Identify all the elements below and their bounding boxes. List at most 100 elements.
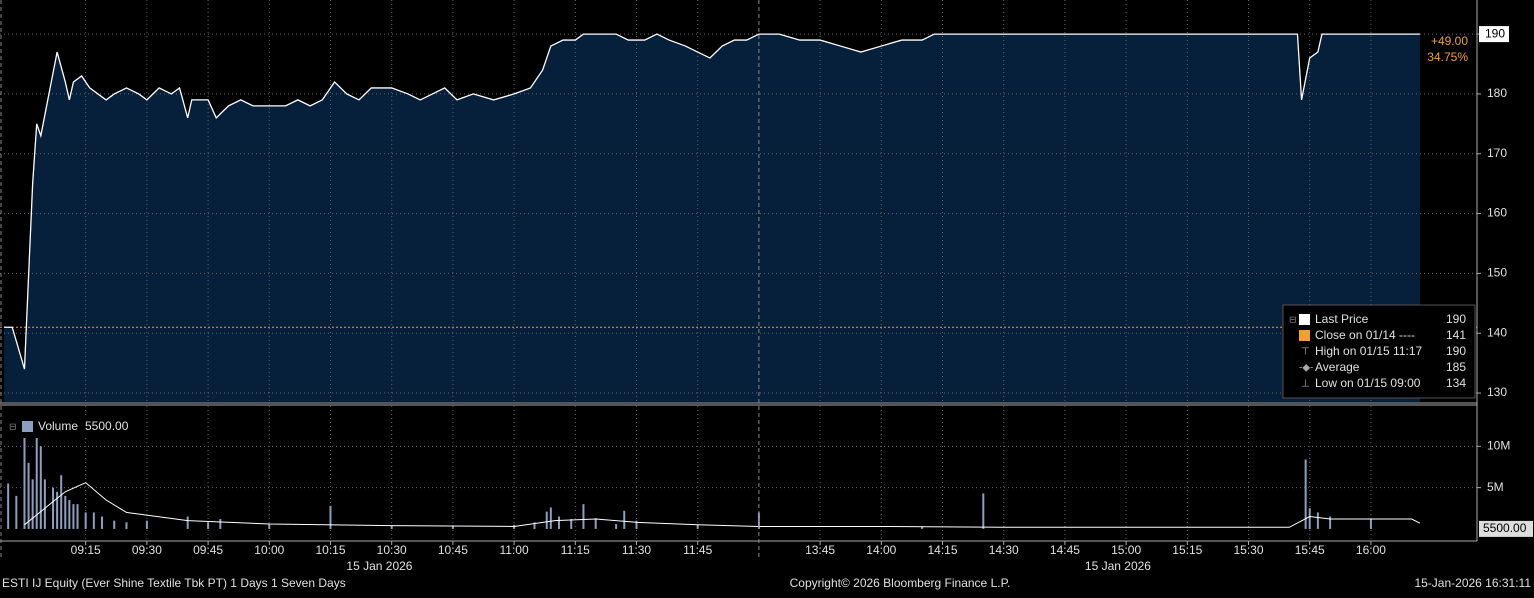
change-abs: +49.00 (1431, 34, 1468, 48)
legend-icon: ⊤ (1301, 347, 1310, 358)
volume-bar (635, 520, 638, 529)
x-tick-label: 10:15 (315, 543, 345, 557)
volume-bar (145, 520, 148, 529)
volume-bar (27, 462, 30, 529)
volume-bar (207, 522, 210, 529)
volume-bar (39, 446, 42, 529)
legend-label: Volume (38, 419, 78, 433)
volume-bar (76, 504, 79, 529)
x-tick-label: 15:45 (1295, 543, 1325, 557)
volume-bar (31, 479, 34, 529)
legend-swatch (22, 421, 33, 432)
date-label: 15 Jan 2026 (346, 559, 412, 573)
volume-bar (451, 526, 454, 529)
legend-value: 190 (1446, 312, 1466, 326)
legend-swatch (1299, 314, 1310, 325)
legend-swatch (1299, 330, 1310, 341)
x-tick-label: 14:00 (866, 543, 896, 557)
volume-bar (1369, 519, 1372, 529)
volume-bar (84, 512, 87, 529)
legend-label: Low on 01/15 09:00 (1315, 376, 1421, 390)
volume-bar (56, 491, 59, 529)
volume-bar (1304, 459, 1307, 529)
last-volume-label: 5500.00 (1483, 521, 1527, 535)
x-tick-label: 16:00 (1356, 543, 1386, 557)
price-line (4, 33, 1420, 370)
volume-bar (7, 483, 10, 529)
legend-value: 141 (1446, 328, 1466, 342)
volume-bar (615, 523, 618, 529)
last-price-box (1479, 26, 1509, 43)
volume-bar (186, 516, 189, 529)
x-tick-label: 14:15 (927, 543, 957, 557)
volume-bar (113, 520, 116, 529)
volume-bar (219, 519, 222, 529)
legend-value: 5500.00 (85, 419, 129, 433)
volume-bar (101, 516, 104, 529)
legend-label: Close on 01/14 ---- (1315, 328, 1415, 342)
y-tick-label: 150 (1487, 266, 1507, 280)
legend-toggle: ⊟ (1289, 314, 1297, 324)
y-tick-label: 5M (1487, 480, 1504, 494)
x-tick-label: 11:15 (561, 543, 590, 557)
legend-box (1282, 304, 1476, 399)
x-tick-label: 15:15 (1172, 543, 1202, 557)
x-tick-label: 15:00 (1111, 543, 1141, 557)
volume-legend: ⊟ Volume 5500.00 (6, 416, 136, 438)
volume-bar (23, 421, 26, 529)
footer-center: Copyright© 2026 Bloomberg Finance L.P. (790, 576, 1011, 590)
volume-bar (15, 495, 18, 529)
last-volume-box (1479, 520, 1533, 537)
y-tick-label: 180 (1487, 86, 1507, 100)
volume-bar (52, 487, 55, 529)
legend-value: 185 (1446, 360, 1466, 374)
volume-bar (594, 518, 597, 529)
date-label: 15 Jan 2026 (1085, 559, 1151, 573)
volume-average-line (24, 482, 1421, 528)
x-tick-label: 09:30 (132, 543, 162, 557)
volume-bar (582, 504, 585, 529)
volume-bar (60, 475, 63, 529)
volume-bar (549, 507, 552, 529)
volume-bar (72, 504, 75, 529)
volume-bar (623, 510, 626, 529)
x-tick-label: 11:45 (683, 543, 712, 557)
y-tick-label: 10M (1487, 438, 1510, 452)
volume-bar (557, 516, 560, 529)
y-tick-label: 160 (1487, 206, 1507, 220)
volume-bar (43, 479, 46, 529)
legend-value: 190 (1446, 344, 1466, 358)
volume-bar (268, 523, 271, 529)
price-legend: ⊟ ⊤ -◆- ⊥ Last Price 190 Close on 01/14 … (1282, 304, 1476, 399)
last-price-label: 190 (1485, 26, 1505, 40)
volume-bar (390, 525, 393, 529)
volume-bar (533, 522, 536, 529)
volume-bar (921, 526, 924, 529)
footer-right: 15-Jan-2026 16:31:11 (1414, 576, 1531, 590)
volume-bar (329, 505, 332, 529)
x-tick-label: 13:45 (805, 543, 835, 557)
volume-bar (64, 495, 67, 529)
volume-bar (545, 511, 548, 529)
volume-bar (982, 493, 985, 529)
volume-bar (1316, 512, 1319, 529)
plot (0, 0, 1477, 541)
x-tick-label: 15:30 (1233, 543, 1263, 557)
legend-icon: -◆- (1299, 363, 1313, 374)
x-tick-label: 10:30 (377, 543, 407, 557)
legend-value: 134 (1446, 376, 1466, 390)
legend-box (6, 416, 136, 438)
x-tick-label: 14:45 (1050, 543, 1080, 557)
y-tick-label: 130 (1487, 385, 1507, 399)
x-tick-label: 10:00 (254, 543, 284, 557)
volume-bar (68, 500, 71, 529)
legend-label: High on 01/15 11:17 (1315, 344, 1423, 358)
panel-divider (0, 402, 1477, 406)
legend-icon: ⊥ (1301, 379, 1310, 390)
x-tick-label: 14:30 (989, 543, 1019, 557)
volume-bar (570, 519, 573, 529)
legend-toggle: ⊟ (9, 421, 17, 431)
x-tick-label: 09:15 (71, 543, 101, 557)
y-tick-label: 170 (1487, 146, 1507, 160)
